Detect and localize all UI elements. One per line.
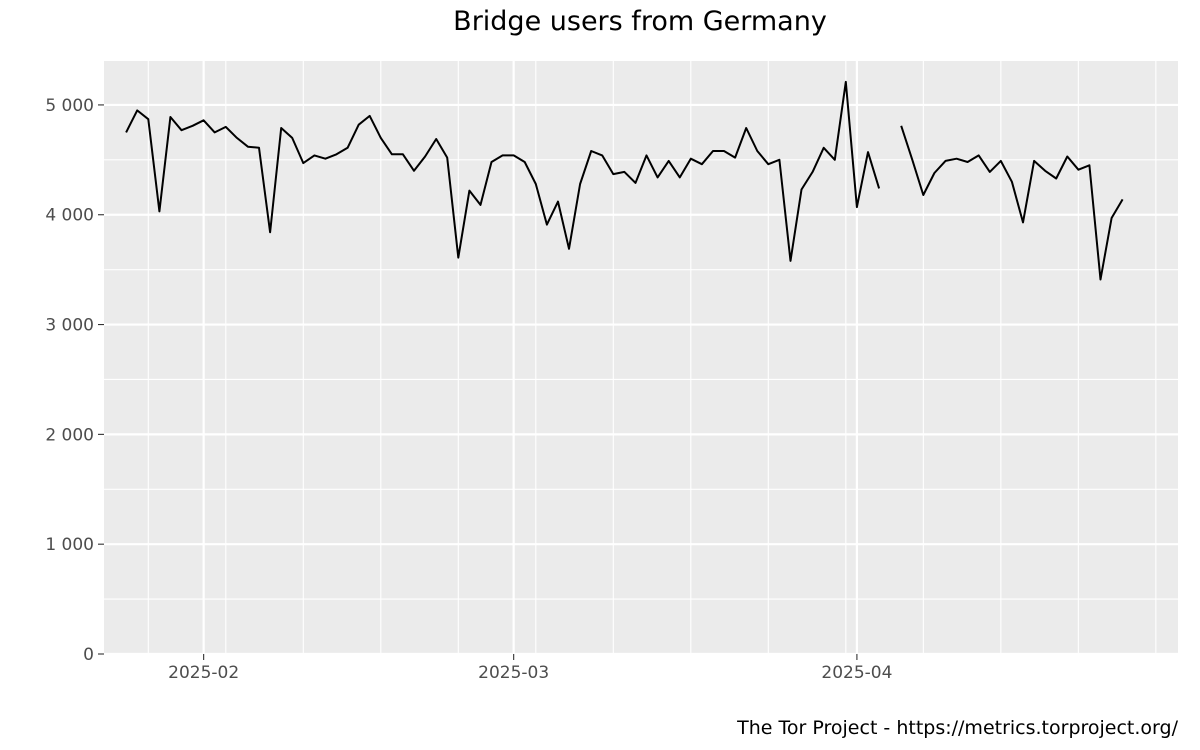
series-line xyxy=(900,125,1124,281)
minor-grid xyxy=(104,61,1178,654)
series-lines xyxy=(125,80,1124,281)
plot-panel xyxy=(104,61,1178,654)
chart-caption: The Tor Project - https://metrics.torpro… xyxy=(737,717,1178,739)
y-tick-label: 4 000 xyxy=(45,206,94,226)
y-tick-label: 1 000 xyxy=(45,535,94,555)
y-tick-label: 2 000 xyxy=(45,425,94,445)
chart-title: Bridge users from Germany xyxy=(453,6,827,37)
major-grid xyxy=(104,61,1178,656)
x-tick-label: 2025-04 xyxy=(821,663,892,683)
y-tick-label: 5 000 xyxy=(45,96,94,116)
series-line xyxy=(125,80,881,262)
x-tick-label: 2025-02 xyxy=(168,663,239,683)
y-tick-label: 0 xyxy=(83,645,94,665)
y-tick-label: 3 000 xyxy=(45,316,94,336)
axis-ticks xyxy=(98,104,858,660)
x-tick-label: 2025-03 xyxy=(478,663,549,683)
x-axis-labels: 2025-02 2025-03 2025-04 xyxy=(168,663,892,683)
y-axis-labels: 0 1 000 2 000 3 000 4 000 5 000 xyxy=(45,96,94,665)
